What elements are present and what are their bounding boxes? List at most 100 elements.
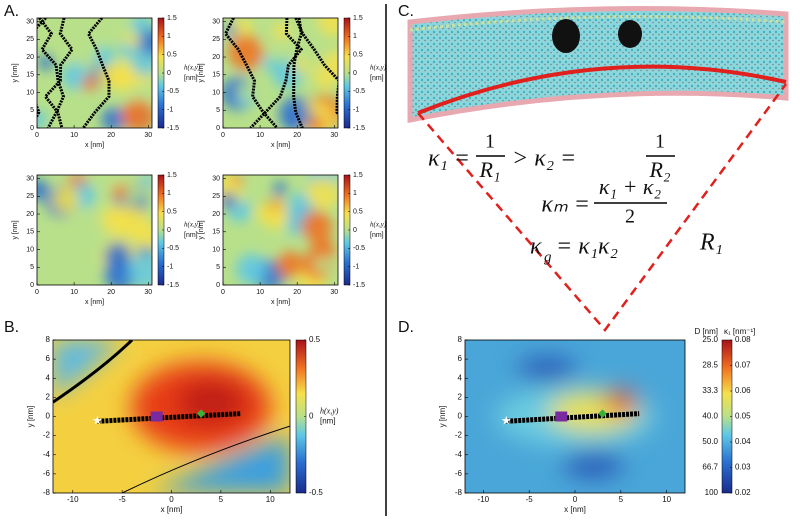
- plot-frame: [36, 174, 153, 286]
- x-tick-label: 30: [144, 132, 152, 139]
- heat-blob: [127, 253, 152, 285]
- colorbar-tick-label: 1.5: [353, 172, 363, 179]
- eq1-num: 1: [655, 131, 665, 153]
- colorbar-tick-label: 0.5: [167, 209, 177, 216]
- colorbar-title: h(x,y): [184, 221, 201, 229]
- y-tick-label: -6: [43, 469, 51, 478]
- marker-square: [150, 411, 163, 422]
- plot-frame: [222, 174, 339, 286]
- y-tick-label: 20: [212, 211, 220, 218]
- y-tick-label: 0: [30, 282, 34, 289]
- y-tick-label: -8: [43, 488, 51, 497]
- eq3-rhs: = κ₁κ₂: [556, 234, 618, 260]
- inclusion-path: [249, 18, 304, 128]
- heat-blob: [97, 62, 123, 87]
- eq1-lhs: κ₁ =: [428, 146, 470, 172]
- y-tick-label: 10: [26, 89, 34, 96]
- blobs: [223, 175, 338, 285]
- heat-blob: [176, 380, 246, 425]
- eq3-sub: g: [544, 249, 552, 265]
- colorbar-tick-label: 1: [353, 33, 357, 40]
- colorbar-tick-label: -0.5: [353, 245, 365, 252]
- x-tick-label: 0: [35, 132, 39, 139]
- y-tick-label: 6: [46, 354, 51, 363]
- eq1-den: R₁: [478, 157, 500, 182]
- panel-label: B.: [4, 319, 19, 336]
- colorbar-tick-label: -0.5: [353, 88, 365, 95]
- colorbar-tick-label: 0: [353, 227, 357, 234]
- inclusion-path: [294, 18, 338, 116]
- x-tick-label: 20: [107, 289, 115, 296]
- colorbar-tick-label-2: 33.3: [702, 386, 718, 395]
- heat-blob: [308, 117, 324, 128]
- y-tick-label: 30: [26, 175, 34, 182]
- colorbar-title: h(x,y): [370, 64, 387, 72]
- colorbar-tick-label: 0.05: [735, 412, 751, 421]
- y-tick-label: 4: [46, 373, 51, 382]
- y-tick-label: 8: [458, 335, 463, 344]
- heat-blob: [314, 255, 332, 273]
- y-tick-label: 4: [458, 373, 463, 382]
- heatmap-texture: [223, 175, 338, 285]
- colorbar-tick-label: 0.5: [353, 209, 363, 216]
- heatmap-texture: ★: [53, 340, 290, 493]
- headgroups: [409, 15, 787, 32]
- heat-blob: [139, 175, 152, 189]
- colorbar-tick-label: 1: [167, 33, 171, 40]
- heat-blob: [301, 210, 333, 242]
- inclusion-chain: [506, 411, 640, 424]
- marker-star: ★: [501, 413, 512, 427]
- colorbar-tick-label: 0.5: [353, 52, 363, 59]
- y-tick-label: 10: [212, 246, 220, 253]
- colorbar-tick-label: 1.5: [167, 172, 177, 179]
- x-tick-label: 0: [221, 289, 225, 296]
- colorbar-title: κ₁ [nm⁻¹]: [724, 327, 755, 336]
- colorbar-tick-label-2: 66.7: [702, 463, 718, 472]
- inclusion-path: [38, 18, 66, 128]
- y-tick-label: 30: [26, 18, 34, 25]
- y-tick-label: 15: [26, 229, 34, 236]
- eq2-den: 2: [625, 206, 635, 228]
- x-axis-label: x [nm]: [85, 299, 104, 306]
- heatmap-texture: [37, 18, 152, 128]
- colorbar-tick-label: 0.07: [735, 361, 751, 370]
- heatmap-texture: ★: [465, 340, 685, 493]
- heat-blob: [137, 28, 152, 56]
- colorbar-tick-label: -1: [353, 264, 359, 271]
- marker-diamond: [196, 409, 206, 418]
- y-tick-label: 5: [30, 264, 34, 271]
- x-axis-label: x [nm]: [564, 505, 586, 514]
- x-tick-label: 20: [107, 132, 115, 139]
- radius-label: R₁: [699, 230, 723, 256]
- colorbar-unit: [nm]: [184, 232, 198, 239]
- plot-frame: [36, 17, 153, 129]
- eq3-sym: κ: [530, 234, 542, 260]
- radius-lines: [417, 83, 788, 333]
- colorbar-tick-label: 0: [167, 227, 171, 234]
- colorbar-tick-label: 1: [167, 190, 171, 197]
- x-tick-label: -10: [67, 495, 79, 504]
- y-tick-label: 10: [26, 246, 34, 253]
- colorbar-tick-label: 0.5: [309, 335, 321, 344]
- heat-blob: [237, 83, 256, 102]
- membrane: [407, 6, 789, 124]
- y-axis-label: y [nm]: [12, 63, 19, 82]
- heatmap-texture: [223, 18, 338, 128]
- x-axis-label: x [nm]: [271, 299, 290, 306]
- heat-blob: [37, 178, 48, 201]
- heat-blob: [118, 42, 131, 55]
- colorbar-unit: [nm]: [320, 417, 336, 426]
- heat-blob: [228, 34, 264, 71]
- heat-blob: [38, 54, 54, 71]
- x-tick-label: 20: [293, 289, 301, 296]
- heat-blob: [122, 99, 152, 128]
- heat-blob: [53, 340, 123, 398]
- contour: [121, 425, 290, 493]
- colorbar-tick-label: 0.03: [735, 463, 751, 472]
- x-tick-label: 5: [619, 495, 624, 504]
- heat-blob: [318, 18, 338, 36]
- colorbar-tick-label-2: 40.0: [702, 412, 718, 421]
- x-tick-label: 0: [169, 495, 174, 504]
- y-tick-label: -2: [455, 431, 463, 440]
